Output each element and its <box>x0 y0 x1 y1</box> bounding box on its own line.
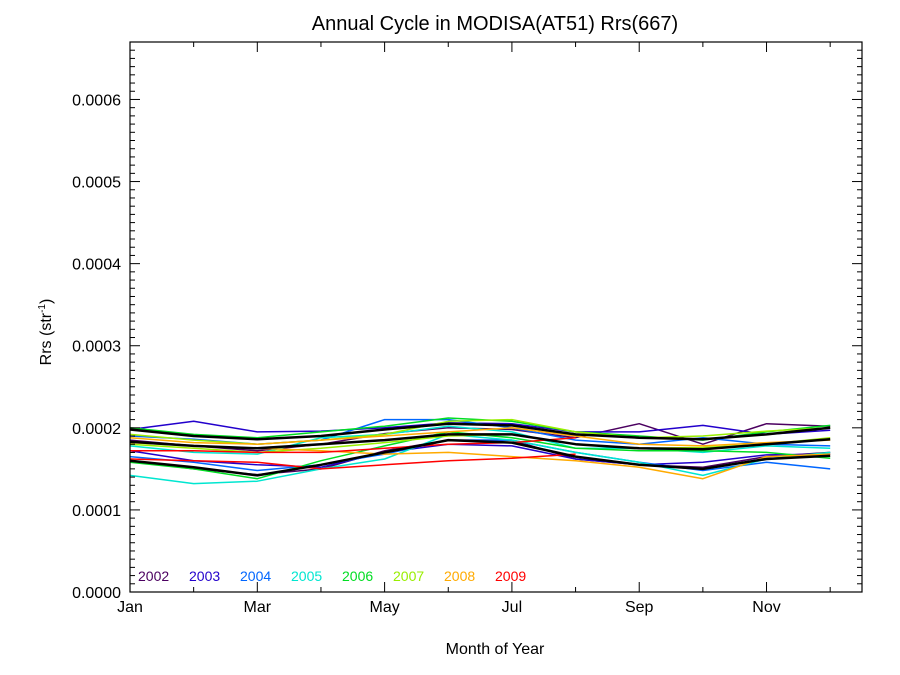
series-line-mean-18 <box>129 438 831 477</box>
x-tick-label: May <box>369 599 399 616</box>
y-tick-label: 0.0005 <box>72 175 121 192</box>
x-tick-label: Jan <box>117 599 143 616</box>
legend-item-2005: 2005 <box>291 568 322 584</box>
x-tick-label: Nov <box>752 599 780 616</box>
x-tick-label: Mar <box>244 599 272 616</box>
y-tick-label: 0.0001 <box>72 503 121 520</box>
series-line-2005-6 <box>129 433 831 485</box>
plot-frame <box>129 41 863 593</box>
legend-item-2004: 2004 <box>240 568 271 584</box>
legend-item-2002: 2002 <box>138 568 169 584</box>
plot-area <box>129 417 831 485</box>
series-line-2003-3 <box>129 443 831 468</box>
series-line-mean-17 <box>129 433 831 451</box>
legend: 2002 2003 2004 2005 2006 2007 2008 2009 <box>138 568 526 584</box>
x-tick-label: Sep <box>625 599 654 616</box>
y-tick-label: 0.0006 <box>72 92 121 109</box>
legend-item-2003: 2003 <box>189 568 220 584</box>
y-tick-label: 0.0004 <box>72 257 121 274</box>
series-line-2008-13 <box>129 427 831 447</box>
legend-item-2006: 2006 <box>342 568 373 584</box>
series-line-mean-16 <box>129 422 831 441</box>
y-axis-label-close: ) <box>38 299 55 304</box>
legend-item-2008: 2008 <box>444 568 475 584</box>
y-tick-label: 0.0003 <box>72 339 121 356</box>
y-axis-label-sup: -1 <box>37 304 48 313</box>
y-axis-label-main: Rrs (str <box>38 312 55 365</box>
axes: 0.0000 0.0001 0.0002 0.0003 0.0004 0.0005 0.00… <box>72 41 863 616</box>
x-axis-label: Month of Year <box>446 641 545 658</box>
legend-item-2007: 2007 <box>393 568 424 584</box>
y-tick-label: 0.0000 <box>72 585 121 602</box>
legend-item-2009: 2009 <box>495 568 526 584</box>
y-axis-label: Rrs (str-1) <box>37 299 55 366</box>
series-line-2009-14 <box>129 453 576 470</box>
x-tick-label: Jul <box>502 599 522 616</box>
chart-title: Annual Cycle in MODISA(AT51) Rrs(667) <box>312 13 678 35</box>
y-tick-label: 0.0002 <box>72 421 121 438</box>
